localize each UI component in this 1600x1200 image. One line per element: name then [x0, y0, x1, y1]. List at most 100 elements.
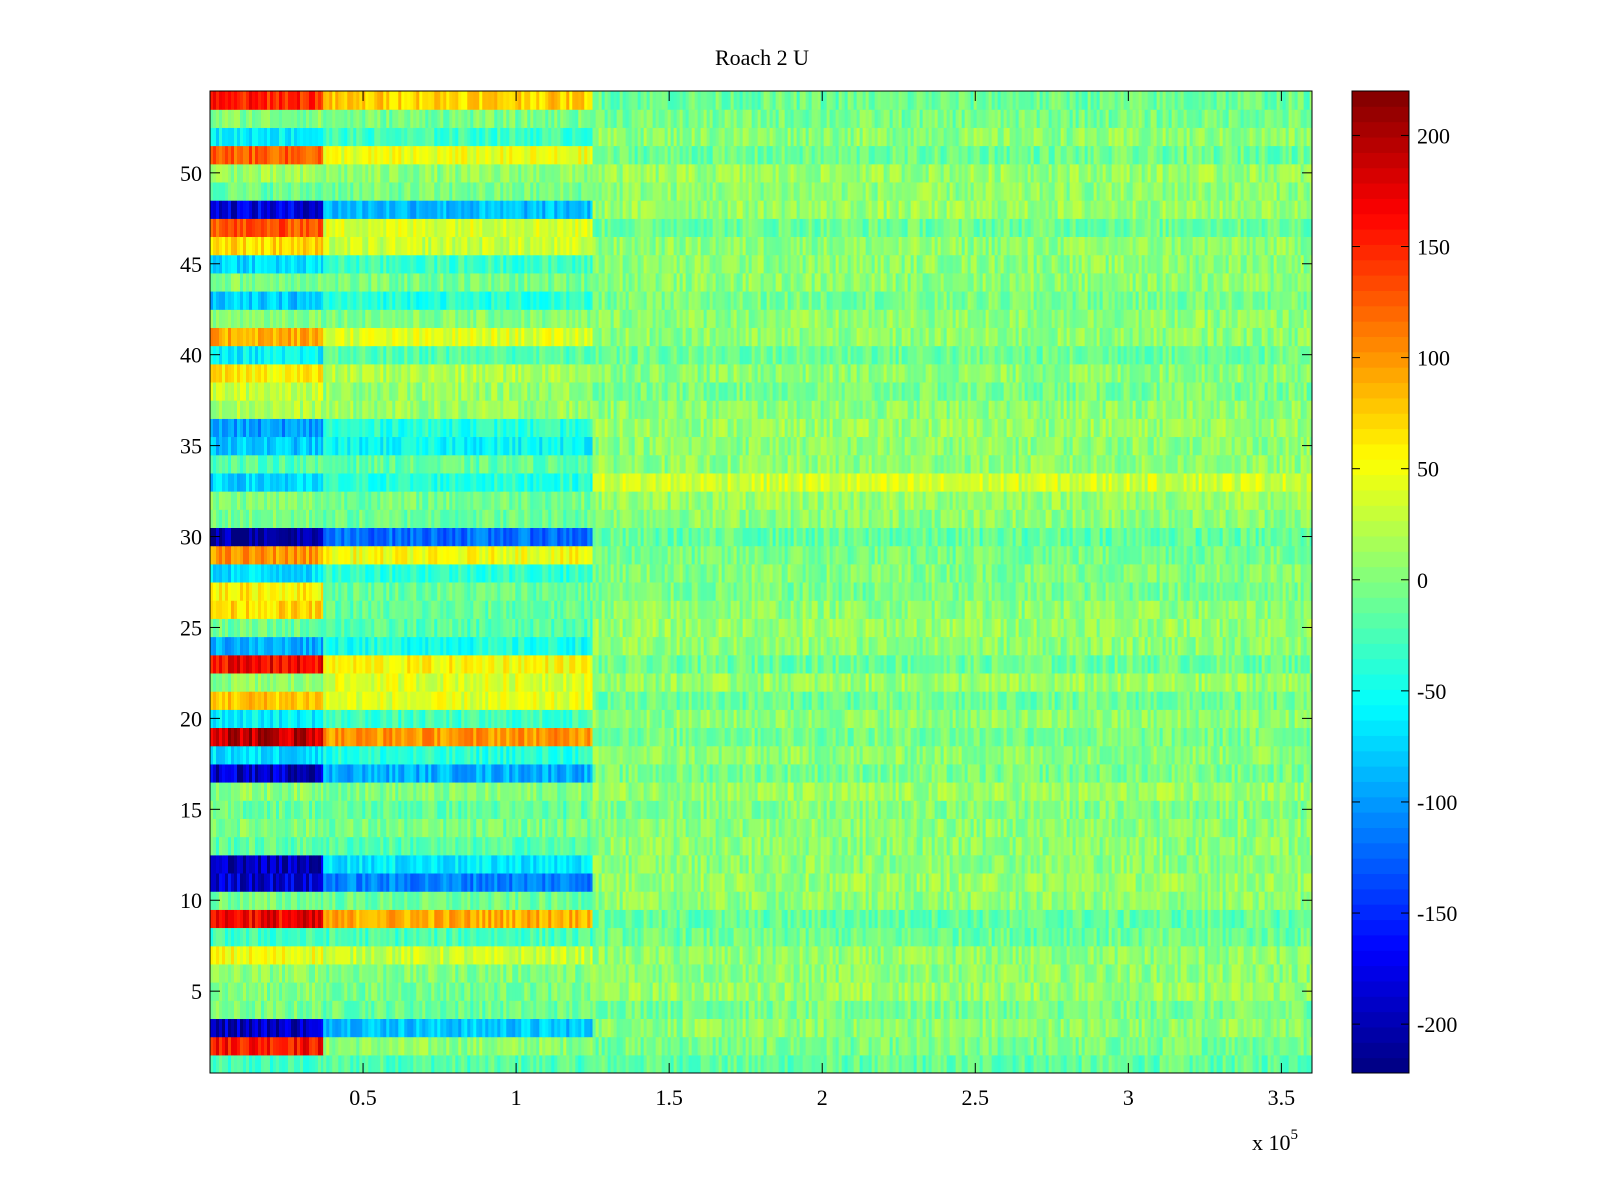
heatmap-stripe	[455, 1000, 458, 1019]
heatmap-stripe	[1136, 1018, 1139, 1037]
heatmap-stripe	[845, 891, 848, 910]
heatmap-stripe	[926, 1037, 929, 1056]
heatmap-stripe	[638, 1055, 641, 1074]
heatmap-stripe	[887, 946, 890, 965]
heatmap-stripe	[698, 1018, 701, 1037]
heatmap-stripe	[1262, 855, 1265, 874]
heatmap-stripe	[533, 873, 536, 892]
heatmap-stripe	[518, 873, 521, 892]
heatmap-stripe	[243, 928, 246, 947]
heatmap-stripe	[938, 855, 941, 874]
heatmap-stripe	[707, 1055, 710, 1074]
heatmap-stripe	[581, 891, 584, 910]
heatmap-stripe	[704, 909, 707, 928]
heatmap-stripe	[1145, 1037, 1148, 1056]
heatmap-stripe	[596, 1055, 599, 1074]
heatmap-stripe	[1148, 909, 1151, 928]
heatmap-stripe	[812, 1055, 815, 1074]
heatmap-stripe	[644, 964, 647, 983]
heatmap-stripe	[878, 1018, 881, 1037]
heatmap-stripe	[557, 946, 560, 965]
heatmap-stripe	[1112, 855, 1115, 874]
heatmap-stripe	[1136, 873, 1139, 892]
heatmap-stripe	[1067, 1055, 1070, 1074]
heatmap-stripe	[1001, 909, 1004, 928]
heatmap-stripe	[1067, 909, 1070, 928]
heatmap-stripe	[443, 891, 446, 910]
heatmap-stripe	[944, 1018, 947, 1037]
heatmap-stripe	[914, 873, 917, 892]
heatmap-stripe	[872, 1000, 875, 1019]
heatmap-stripe	[779, 982, 782, 1001]
heatmap-stripe	[608, 982, 611, 1001]
heatmap-stripe	[938, 982, 941, 1001]
heatmap-stripe	[665, 964, 668, 983]
heatmap-stripe	[1226, 891, 1229, 910]
heatmap-stripe	[1211, 891, 1214, 910]
heatmap-stripe	[1019, 855, 1022, 874]
heatmap-stripe	[941, 1018, 944, 1037]
heatmap-stripe	[1136, 1000, 1139, 1019]
heatmap-stripe	[1097, 1037, 1100, 1056]
heatmap-stripe	[410, 855, 413, 874]
heatmap-stripe	[518, 909, 521, 928]
heatmap-stripe	[297, 1000, 300, 1019]
heatmap-stripe	[1013, 1055, 1016, 1074]
heatmap-stripe	[246, 1055, 249, 1074]
heatmap-stripe	[413, 837, 416, 856]
heatmap-stripe	[258, 855, 261, 874]
heatmap-stripe	[1304, 946, 1307, 965]
heatmap-stripe	[521, 1055, 524, 1074]
heatmap-stripe	[545, 855, 548, 874]
heatmap-stripe	[983, 1000, 986, 1019]
heatmap-stripe	[584, 891, 587, 910]
heatmap-stripe	[228, 982, 231, 1001]
heatmap-stripe	[443, 946, 446, 965]
heatmap-stripe	[267, 891, 270, 910]
heatmap-stripe	[1259, 909, 1262, 928]
heatmap-stripe	[728, 1055, 731, 1074]
heatmap-stripe	[953, 964, 956, 983]
heatmap-stripe	[458, 1000, 461, 1019]
heatmap-stripe	[818, 1018, 821, 1037]
heatmap-stripe	[356, 982, 359, 1001]
heatmap-stripe	[309, 855, 312, 874]
heatmap-stripe	[219, 873, 222, 892]
heatmap-stripe	[746, 982, 749, 1001]
heatmap-stripe	[407, 1055, 410, 1074]
heatmap-stripe	[683, 982, 686, 1001]
heatmap-stripe	[989, 1000, 992, 1019]
heatmap-stripe	[1187, 891, 1190, 910]
heatmap-stripe	[1295, 873, 1298, 892]
heatmap-stripe	[974, 928, 977, 947]
heatmap-stripe	[650, 964, 653, 983]
heatmap-stripe	[959, 1000, 962, 1019]
heatmap-stripe	[899, 873, 902, 892]
heatmap-stripe	[1277, 964, 1280, 983]
heatmap-stripe	[797, 855, 800, 874]
heatmap-stripe	[869, 1018, 872, 1037]
heatmap-stripe	[252, 1000, 255, 1019]
heatmap-stripe	[1178, 909, 1181, 928]
heatmap-stripe	[1199, 855, 1202, 874]
heatmap-stripe	[1226, 1037, 1229, 1056]
heatmap-stripe	[380, 909, 383, 928]
heatmap-stripe	[1175, 964, 1178, 983]
heatmap-stripe	[1115, 964, 1118, 983]
heatmap-stripe	[1070, 1000, 1073, 1019]
heatmap-stripe	[422, 964, 425, 983]
heatmap-stripe	[902, 873, 905, 892]
heatmap-stripe	[866, 1000, 869, 1019]
heatmap-stripe	[279, 909, 282, 928]
heatmap-stripe	[291, 1000, 294, 1019]
heatmap-stripe	[1064, 909, 1067, 928]
heatmap-stripe	[1118, 946, 1121, 965]
heatmap-stripe	[686, 928, 689, 947]
heatmap-stripe	[1256, 1018, 1259, 1037]
heatmap-stripe	[725, 1018, 728, 1037]
heatmap-stripe	[611, 1000, 614, 1019]
heatmap-stripe	[548, 946, 551, 965]
heatmap-stripe	[629, 909, 632, 928]
heatmap-stripe	[449, 1000, 452, 1019]
heatmap-row-4	[210, 1000, 1313, 1019]
